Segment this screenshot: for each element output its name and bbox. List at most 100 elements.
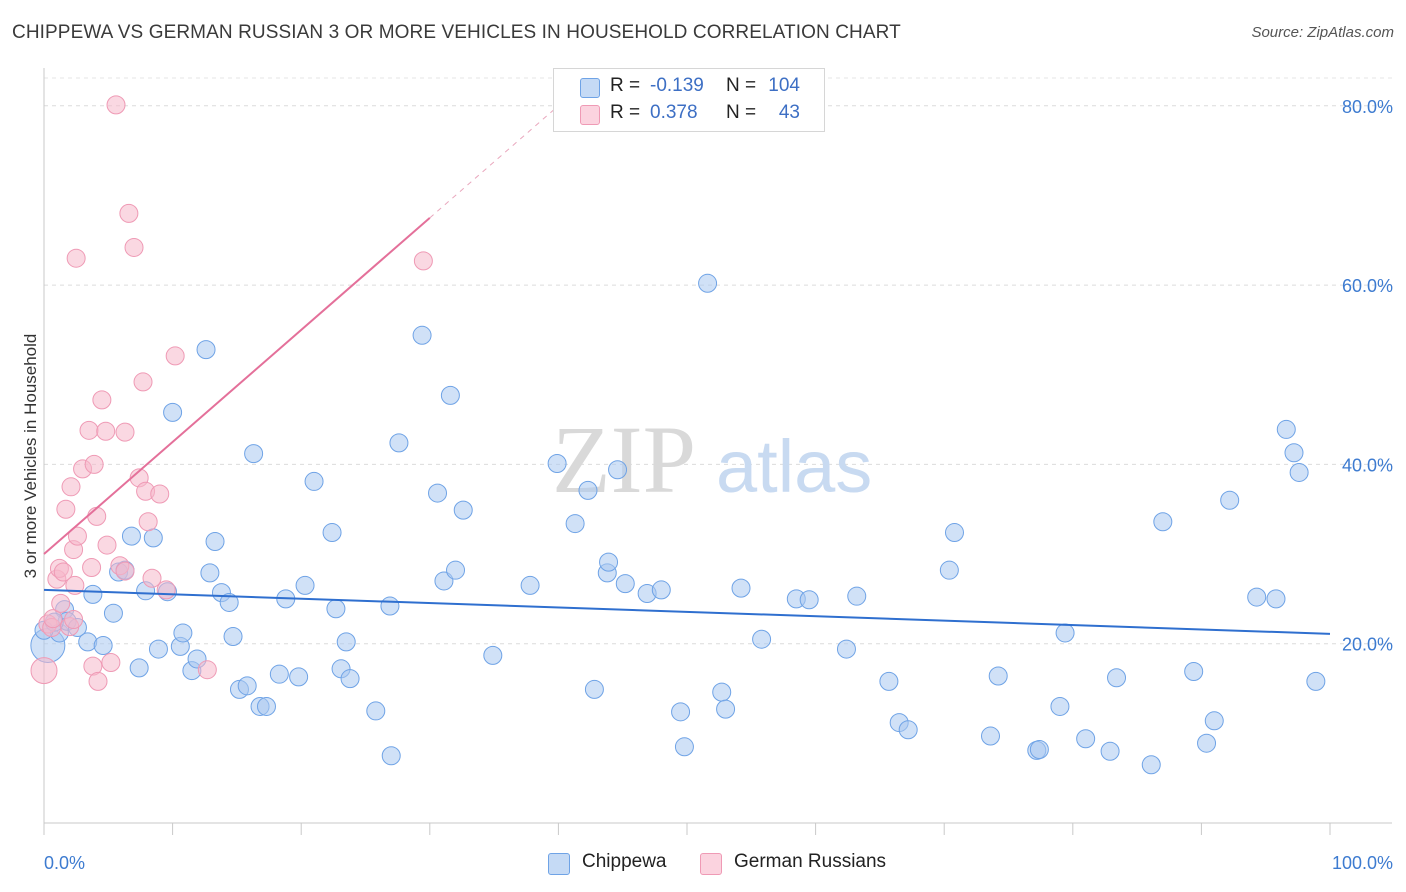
german-russians-point bbox=[413, 251, 433, 271]
german-russians-point bbox=[82, 557, 102, 577]
chippewa-point bbox=[565, 514, 585, 534]
chippewa-point bbox=[483, 645, 503, 665]
gridlines bbox=[44, 77, 1392, 645]
bottom-legend-swatch-german-russians bbox=[700, 853, 722, 875]
chippewa-point bbox=[223, 627, 243, 647]
german-russians-point bbox=[30, 657, 58, 685]
chippewa-point bbox=[1153, 512, 1173, 532]
german-russians-point bbox=[53, 562, 73, 582]
legend-r-label: R = bbox=[610, 75, 641, 96]
legend-r-label: R = bbox=[610, 102, 641, 123]
chippewa-point bbox=[336, 632, 356, 652]
german-russians-trend-extension bbox=[429, 105, 559, 219]
chippewa-point bbox=[269, 664, 289, 684]
y-tick-label: 40.0% bbox=[1342, 455, 1393, 475]
chippewa-point bbox=[219, 592, 239, 612]
chippewa-point bbox=[671, 702, 691, 722]
chippewa-point bbox=[143, 528, 163, 548]
chippewa-point bbox=[836, 639, 856, 659]
chippewa-point bbox=[674, 737, 694, 757]
legend-row-german-russians: R = 0.378 N = 43 bbox=[554, 101, 824, 127]
chippewa-point bbox=[389, 433, 409, 453]
legend-n-label: N = bbox=[726, 75, 757, 96]
chippewa-point bbox=[847, 586, 867, 606]
chippewa-point bbox=[898, 720, 918, 740]
y-tick-label: 60.0% bbox=[1342, 276, 1393, 296]
chippewa-point bbox=[944, 523, 964, 543]
tick-labels: 20.0% 40.0% 60.0% 80.0% 0.0% 100.0% bbox=[44, 97, 1393, 873]
chippewa-point bbox=[1076, 729, 1096, 749]
chippewa-point bbox=[78, 632, 98, 652]
chippewa-point bbox=[366, 701, 386, 721]
chippewa-point bbox=[799, 590, 819, 610]
chippewa-point bbox=[939, 560, 959, 580]
german-russians-point bbox=[92, 390, 112, 410]
legend-row-chippewa: R = -0.139 N = 104 bbox=[554, 74, 824, 100]
chippewa-point bbox=[163, 402, 183, 422]
german-russians-trend-line bbox=[43, 217, 431, 555]
chippewa-point bbox=[1266, 589, 1286, 609]
german-russians-point bbox=[66, 248, 86, 268]
german-russians-point bbox=[67, 526, 87, 546]
german-russians-point bbox=[124, 237, 144, 257]
trend-lines bbox=[43, 105, 1331, 635]
german-russians-point bbox=[84, 454, 104, 474]
chippewa-point bbox=[1247, 587, 1267, 607]
chippewa-point bbox=[1050, 696, 1070, 716]
chippewa-point bbox=[453, 500, 473, 520]
german-russians-point bbox=[87, 506, 107, 526]
chippewa-point bbox=[340, 669, 360, 689]
chippewa-point bbox=[584, 679, 604, 699]
legend-n-value: 43 bbox=[778, 102, 800, 123]
german-russians-point bbox=[142, 568, 162, 588]
chippewa-point bbox=[326, 599, 346, 619]
german-russians-point bbox=[101, 653, 121, 673]
chippewa-point bbox=[980, 726, 1000, 746]
y-tick-label: 20.0% bbox=[1342, 635, 1393, 655]
chippewa-point bbox=[1276, 419, 1296, 439]
chippewa-point bbox=[93, 635, 113, 655]
chippewa-point bbox=[1141, 755, 1161, 775]
german-russians-point bbox=[119, 203, 139, 223]
chippewa-point bbox=[1204, 711, 1224, 731]
german-russians-point bbox=[138, 512, 158, 532]
legend-swatch-chippewa bbox=[580, 78, 600, 98]
chippewa-point bbox=[205, 531, 225, 551]
chippewa-point bbox=[1055, 623, 1075, 643]
chippewa-point bbox=[200, 563, 220, 583]
chippewa-point bbox=[83, 584, 103, 604]
chippewa-point bbox=[615, 574, 635, 594]
chippewa-point bbox=[1029, 739, 1049, 759]
german-russians-point bbox=[115, 422, 135, 442]
chippewa-point bbox=[322, 523, 342, 543]
german-russians-point bbox=[133, 372, 153, 392]
axes bbox=[43, 68, 1392, 835]
chippewa-point bbox=[412, 325, 432, 345]
chippewa-point bbox=[1306, 671, 1326, 691]
chippewa-point bbox=[148, 639, 168, 659]
german-russians-point bbox=[64, 609, 84, 629]
german-russians-point bbox=[165, 346, 185, 366]
german-russians-point bbox=[61, 477, 81, 497]
chippewa-point bbox=[578, 480, 598, 500]
chippewa-point bbox=[716, 699, 736, 719]
legend-r-value: 0.378 bbox=[650, 102, 698, 123]
x-tick-label: 0.0% bbox=[44, 853, 85, 873]
correlation-legend: R = -0.139 N = 104 R = 0.378 N = 43 bbox=[553, 68, 825, 132]
chippewa-point bbox=[428, 483, 448, 503]
watermark: ZIP atlas bbox=[552, 406, 872, 513]
chippewa-point bbox=[1107, 668, 1127, 688]
chippewa-trend-line bbox=[43, 588, 1331, 635]
german-russians-point bbox=[115, 561, 135, 581]
chippewa-point bbox=[440, 385, 460, 405]
chippewa-point bbox=[380, 596, 400, 616]
legend-n-value: 104 bbox=[768, 75, 800, 96]
chippewa-point bbox=[256, 696, 276, 716]
chart-title: CHIPPEWA VS GERMAN RUSSIAN 3 OR MORE VEH… bbox=[12, 22, 901, 43]
chippewa-point bbox=[599, 552, 619, 572]
german-russians-point bbox=[97, 535, 117, 555]
watermark-zip: ZIP bbox=[552, 406, 696, 513]
german-russians-point bbox=[96, 421, 116, 441]
bottom-legend-label: Chippewa bbox=[582, 851, 667, 872]
